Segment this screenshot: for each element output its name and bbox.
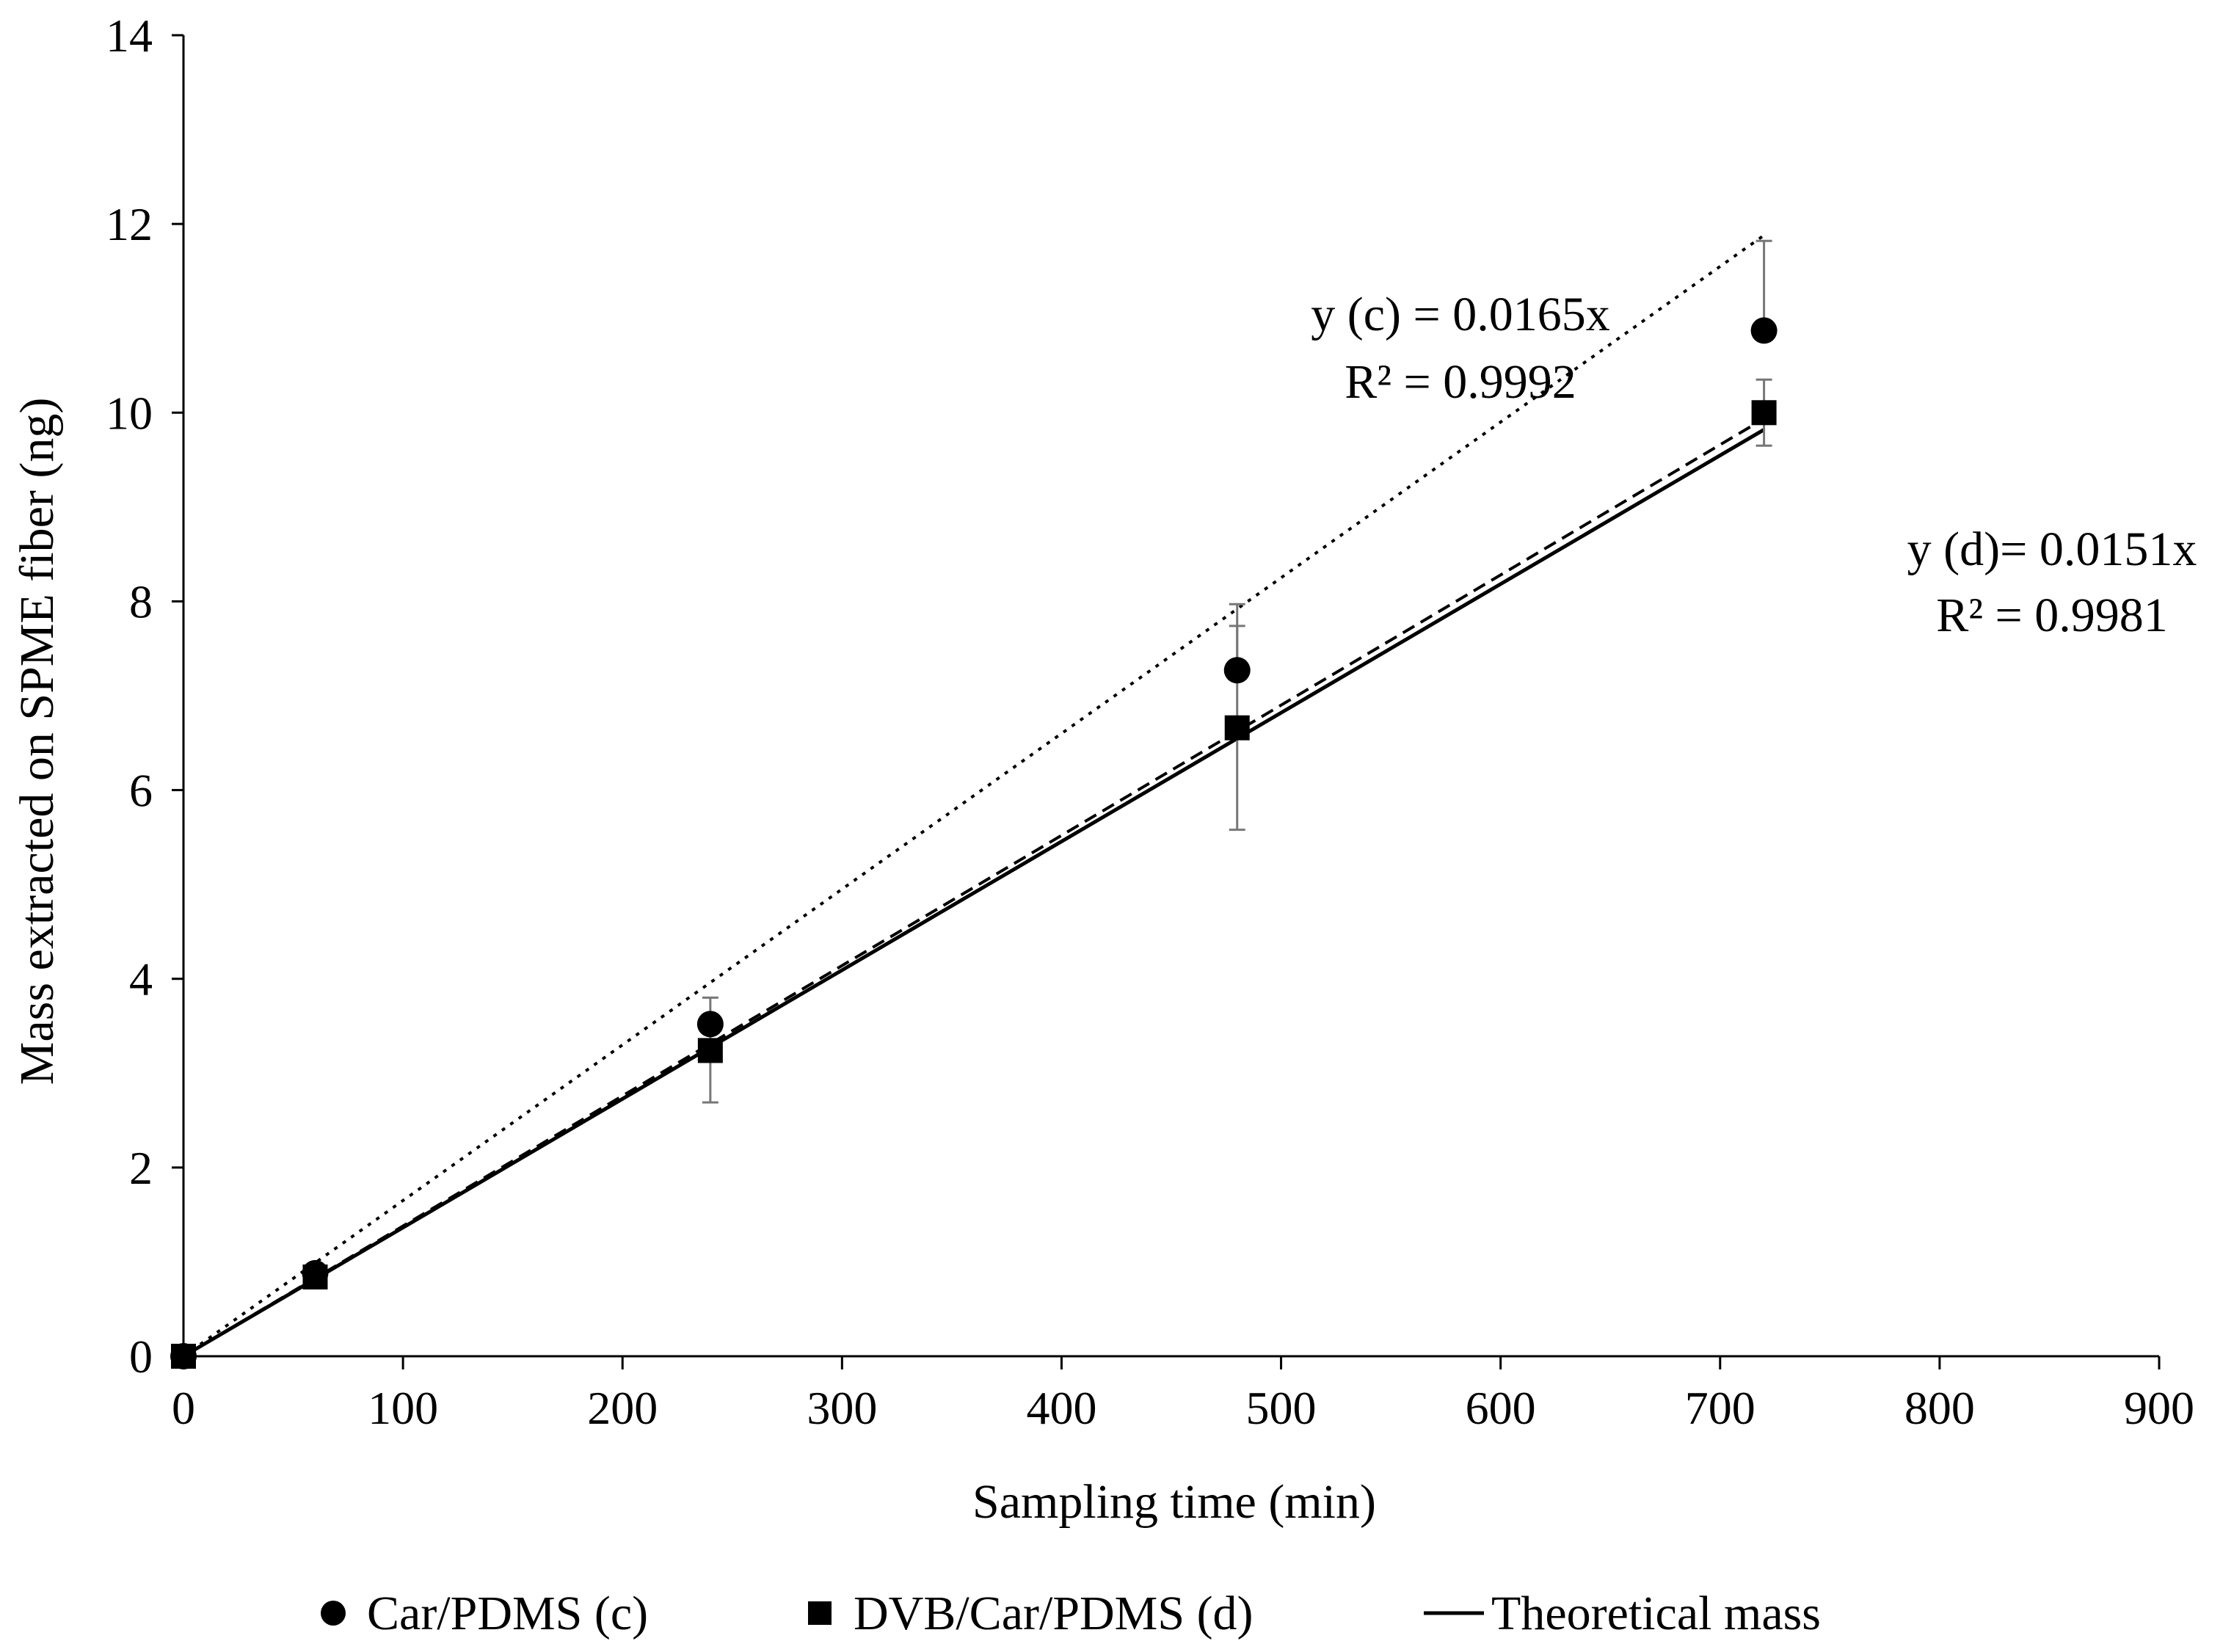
legend-square-marker: [808, 1601, 832, 1625]
dvb-car-pdms-point: [697, 1038, 723, 1063]
car-pdms-point: [1223, 657, 1251, 684]
y-tick-label: 2: [129, 1142, 153, 1194]
x-tick-label: 200: [587, 1382, 658, 1434]
y-tick-label: 6: [129, 765, 153, 817]
trendline-car-pdms: [182, 233, 1765, 1358]
equation-d-line1: y (d)= 0.0151x: [1907, 523, 2197, 576]
dvb-car-pdms-point: [171, 1344, 196, 1369]
legend-label-theoretical-mass: Theoretical mass: [1491, 1587, 1821, 1640]
equation-c-line2: R² = 0.9992: [1345, 355, 1576, 409]
x-tick-label: 800: [1904, 1382, 1975, 1434]
y-tick-label: 14: [106, 10, 153, 62]
equation-c-line1: y (c) = 0.0165x: [1311, 288, 1609, 341]
trendline-dvb-car-pdms: [182, 417, 1765, 1358]
dvb-car-pdms-point: [302, 1265, 328, 1289]
legend-circle-marker: [321, 1601, 346, 1626]
dvb-car-pdms-point: [1224, 715, 1250, 741]
y-tick-label: 4: [129, 953, 153, 1005]
x-tick-label: 0: [172, 1382, 195, 1434]
y-axis-title: Mass extracted on SPME fiber (ng): [10, 398, 64, 1085]
x-tick-label: 600: [1466, 1382, 1536, 1434]
y-tick-label: 0: [129, 1331, 153, 1383]
legend-label-dvb-car-pdms: DVB/Car/PDMS (d): [854, 1587, 1254, 1640]
equation-annotation-d: y (d)= 0.0151x R² = 0.9981: [1907, 523, 2197, 642]
y-tick-label: 12: [106, 198, 153, 250]
axes: 0 2 4 6 8 10 12 14 0 100 200 300 400 500 600 700 800 900: [106, 10, 2194, 1434]
x-tick-label: 700: [1685, 1382, 1755, 1434]
legend: Car/PDMS (c) DVB/Car/PDMS (d) Theoretica…: [321, 1587, 1821, 1640]
x-tick-label: 500: [1246, 1382, 1317, 1434]
dvb-car-pdms-point: [1751, 400, 1777, 426]
equation-d-line2: R² = 0.9981: [1936, 589, 2168, 642]
y-tick-label: 8: [129, 575, 153, 627]
theoretical-mass-line: [182, 428, 1765, 1358]
legend-label-car-pdms: Car/PDMS (c): [367, 1587, 648, 1640]
data-markers: [170, 317, 1778, 1369]
x-tick-label: 300: [807, 1382, 877, 1434]
car-pdms-point: [1750, 317, 1778, 344]
x-axis-title: Sampling time (min): [972, 1475, 1376, 1529]
trendlines: [182, 233, 1765, 1358]
x-tick-label: 400: [1026, 1382, 1096, 1434]
equation-annotation-c: y (c) = 0.0165x R² = 0.9992: [1311, 288, 1609, 409]
x-tick-label: 100: [368, 1382, 438, 1434]
car-pdms-point: [696, 1011, 724, 1038]
x-tick-label: 900: [2124, 1382, 2194, 1434]
y-tick-label: 10: [106, 387, 153, 439]
